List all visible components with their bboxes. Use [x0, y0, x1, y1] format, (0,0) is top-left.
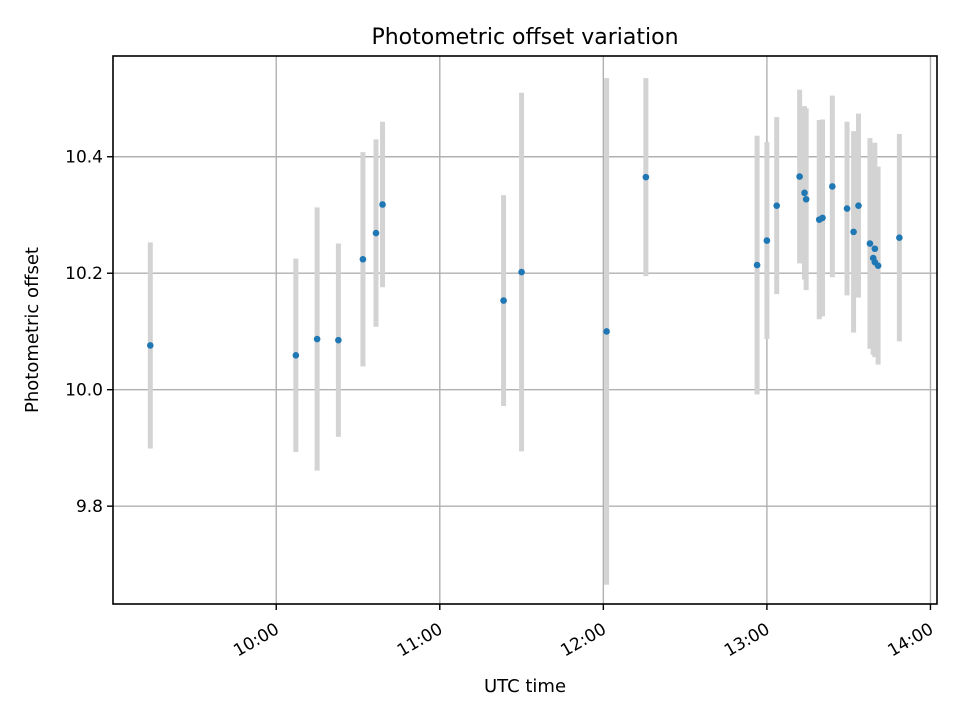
- data-point: [372, 229, 380, 237]
- chart-title: Photometric offset variation: [371, 25, 678, 50]
- data-point: [753, 261, 761, 269]
- y-axis-label: Photometric offset: [22, 247, 43, 413]
- data-point: [146, 342, 154, 349]
- data-point: [896, 234, 903, 241]
- x-axis-label: UTC time: [484, 676, 566, 697]
- data-point: [603, 328, 610, 335]
- data-point: [292, 352, 300, 359]
- y-tick-label: 9.8: [76, 497, 103, 517]
- data-point: [874, 262, 882, 269]
- y-tick-label: 10.4: [65, 148, 103, 168]
- grid-lines: [113, 56, 937, 604]
- error-bars: [147, 78, 902, 585]
- x-tick-label: 13:00: [721, 619, 773, 661]
- data-point: [796, 173, 803, 180]
- x-axis-ticks: 10:00 11:00 12:00 13:00 14:00: [230, 604, 937, 661]
- data-point: [855, 202, 862, 209]
- data-point: [871, 245, 879, 253]
- x-tick-label: 11:00: [394, 619, 446, 661]
- data-point: [802, 195, 810, 203]
- data-point: [313, 335, 321, 343]
- data-point: [843, 205, 851, 212]
- y-tick-label: 10.0: [65, 381, 103, 401]
- x-tick-label: 12:00: [557, 619, 609, 661]
- data-point: [359, 255, 367, 263]
- x-tick-label: 14:00: [885, 619, 937, 661]
- data-point: [500, 297, 507, 304]
- data-point: [850, 228, 857, 236]
- data-point: [801, 189, 808, 197]
- data-point: [518, 268, 525, 276]
- y-axis-ticks: 9.8 10.0 10.2 10.4: [65, 148, 113, 517]
- x-tick-label: 10:00: [230, 619, 282, 661]
- y-tick-label: 10.2: [65, 264, 103, 284]
- data-point: [335, 336, 342, 344]
- data-point: [763, 237, 771, 244]
- data-point: [642, 173, 650, 181]
- data-point: [819, 214, 826, 222]
- plot-frame: [112, 55, 938, 605]
- data-point: [379, 201, 386, 208]
- data-points: [146, 173, 903, 359]
- data-point: [866, 240, 874, 247]
- data-point: [829, 183, 836, 190]
- data-point: [773, 202, 781, 209]
